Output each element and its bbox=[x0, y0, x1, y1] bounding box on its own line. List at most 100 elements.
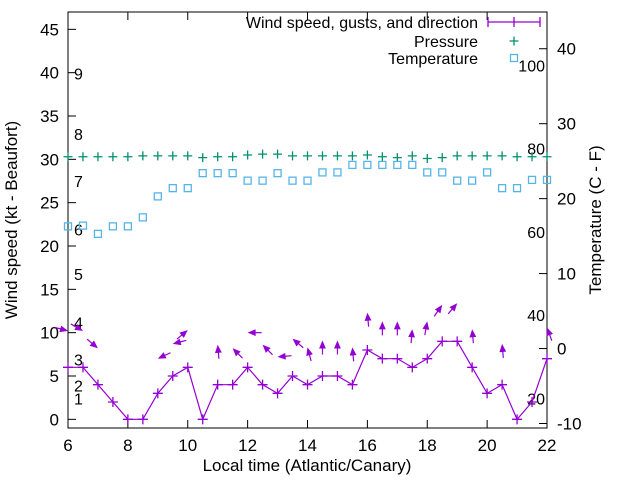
temperature-marker bbox=[198, 169, 207, 178]
wind-marker bbox=[407, 362, 418, 373]
wind-arrow-head bbox=[262, 344, 271, 353]
wind-arrow-head bbox=[393, 321, 401, 330]
pressure-marker bbox=[183, 151, 193, 161]
legend-label-pressure: Pressure bbox=[414, 34, 478, 51]
legend-sample-wind bbox=[487, 17, 541, 27]
wind-arrow-head bbox=[232, 348, 241, 357]
wind-arrow-head bbox=[334, 340, 341, 349]
wind-marker bbox=[542, 353, 552, 364]
temperature-marker bbox=[168, 183, 177, 193]
y-right-tick-label: -10 bbox=[557, 415, 582, 434]
x-tick-label: 12 bbox=[238, 436, 257, 455]
wind-arrow-head bbox=[157, 352, 167, 359]
legend-samples bbox=[487, 17, 541, 63]
wind-arrow-head bbox=[89, 340, 98, 349]
wind-marker bbox=[362, 345, 373, 355]
y-left-tick-label: 15 bbox=[40, 280, 59, 299]
beaufort-scale-label: 4 bbox=[74, 315, 83, 332]
pressure-marker bbox=[243, 150, 253, 160]
wind-marker bbox=[77, 362, 88, 373]
temperature-marker bbox=[497, 183, 507, 193]
pressure-marker bbox=[422, 153, 432, 163]
fahrenheit-scale-label: 60 bbox=[527, 225, 545, 242]
wind-marker bbox=[392, 353, 403, 364]
temperature-marker bbox=[243, 176, 252, 185]
wind-marker bbox=[182, 362, 193, 373]
wind-marker bbox=[212, 379, 223, 390]
wind-marker bbox=[122, 414, 133, 425]
pressure-marker bbox=[527, 152, 537, 162]
pressure-marker bbox=[407, 151, 417, 161]
temperature-marker bbox=[108, 222, 118, 231]
wind-marker bbox=[242, 362, 253, 373]
temperature-marker bbox=[348, 160, 357, 170]
pressure-marker bbox=[512, 152, 522, 162]
wind-arrow-head bbox=[408, 329, 415, 338]
x-tick-label: 16 bbox=[358, 436, 377, 455]
y-right-tick-label: 30 bbox=[557, 115, 576, 134]
temperature-marker bbox=[213, 169, 222, 178]
temperature-marker bbox=[333, 168, 342, 177]
pressure-marker bbox=[362, 150, 372, 160]
x-tick-label: 8 bbox=[123, 436, 132, 455]
pressure-marker bbox=[213, 152, 223, 162]
wind-marker bbox=[227, 379, 238, 390]
wind-marker bbox=[347, 379, 358, 390]
temperature-marker bbox=[318, 168, 327, 177]
wind-arrow-head bbox=[349, 347, 357, 356]
wind-arrow-head bbox=[499, 343, 507, 353]
temperature-marker bbox=[363, 160, 372, 170]
y-right-axis-title: Temperature (C - F) bbox=[586, 145, 605, 294]
pressure-marker bbox=[273, 149, 283, 159]
wind-arrow-head bbox=[214, 344, 222, 354]
temperature-marker bbox=[63, 222, 73, 231]
x-tick-label: 20 bbox=[478, 436, 497, 455]
pressure-marker bbox=[332, 151, 342, 161]
temperature-marker bbox=[527, 175, 537, 185]
wind-marker bbox=[497, 379, 508, 390]
beaufort-scale-label: 8 bbox=[74, 127, 83, 144]
y-left-tick-label: 20 bbox=[40, 237, 59, 256]
wind-arrow-head bbox=[546, 327, 553, 337]
wind-arrow-head bbox=[469, 329, 477, 338]
pressure-marker bbox=[198, 153, 208, 163]
pressure-marker bbox=[138, 151, 148, 161]
pressure-marker bbox=[108, 152, 118, 162]
pressure-marker bbox=[168, 151, 178, 161]
y-left-tick-label: 45 bbox=[40, 20, 59, 39]
temperature-marker bbox=[258, 176, 267, 185]
wind-arrow-head bbox=[74, 323, 83, 331]
wind-marker bbox=[527, 397, 538, 407]
x-tick-label: 22 bbox=[538, 436, 557, 455]
temperature-marker bbox=[408, 160, 417, 170]
wind-marker bbox=[257, 379, 268, 390]
pressure-marker bbox=[482, 151, 492, 161]
wind-marker bbox=[317, 371, 328, 381]
y-left-axis-title: Wind speed (kt - Beaufort) bbox=[2, 121, 21, 319]
x-axis-title: Local time (Atlantic/Canary) bbox=[203, 456, 412, 475]
wind-marker bbox=[272, 388, 283, 399]
wind-arrow-head bbox=[378, 321, 386, 330]
temperature-marker bbox=[453, 176, 462, 185]
legend-label-temperature: Temperature bbox=[388, 51, 478, 68]
temperature-marker bbox=[512, 183, 522, 193]
temperature-marker bbox=[138, 213, 147, 222]
beaufort-scale-label: 7 bbox=[74, 174, 83, 191]
wind-arrow-head bbox=[364, 312, 372, 321]
temperature-marker bbox=[468, 176, 477, 185]
fahrenheit-scale-label: 20 bbox=[527, 392, 545, 409]
pressure-marker bbox=[497, 151, 507, 161]
temperature-marker bbox=[123, 222, 133, 231]
wind-marker bbox=[63, 362, 73, 373]
fahrenheit-scale-label: 40 bbox=[527, 308, 545, 325]
wind-marker bbox=[377, 353, 388, 364]
wind-arrow-head bbox=[449, 303, 458, 312]
pressure-marker bbox=[153, 151, 163, 161]
temperature-marker bbox=[273, 169, 282, 178]
wind-arrow-head bbox=[172, 338, 182, 346]
wind-marker bbox=[422, 353, 433, 364]
wind-arrow-head bbox=[434, 304, 443, 314]
temperature-marker bbox=[482, 168, 492, 177]
